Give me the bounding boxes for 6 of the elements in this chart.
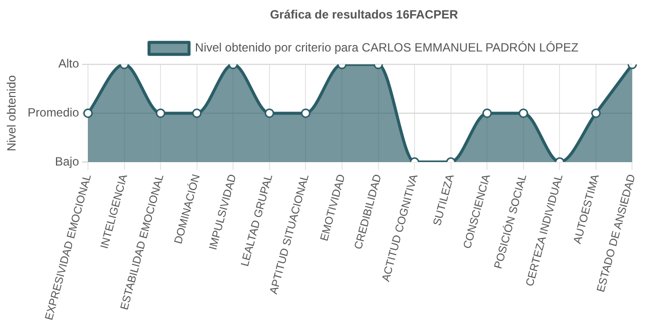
text: Bajo bbox=[54, 154, 80, 168]
chart-title: Gráfica de resultados 16FACPER bbox=[270, 8, 458, 22]
text: Promedio bbox=[28, 106, 80, 120]
text: Alto bbox=[58, 56, 80, 71]
legend-label: Nivel obtenido por criterio para CARLOS EMMANUEL PADRÓN LÓPEZ bbox=[195, 40, 579, 55]
y-axis-title: Nivel obtenido bbox=[4, 74, 18, 152]
